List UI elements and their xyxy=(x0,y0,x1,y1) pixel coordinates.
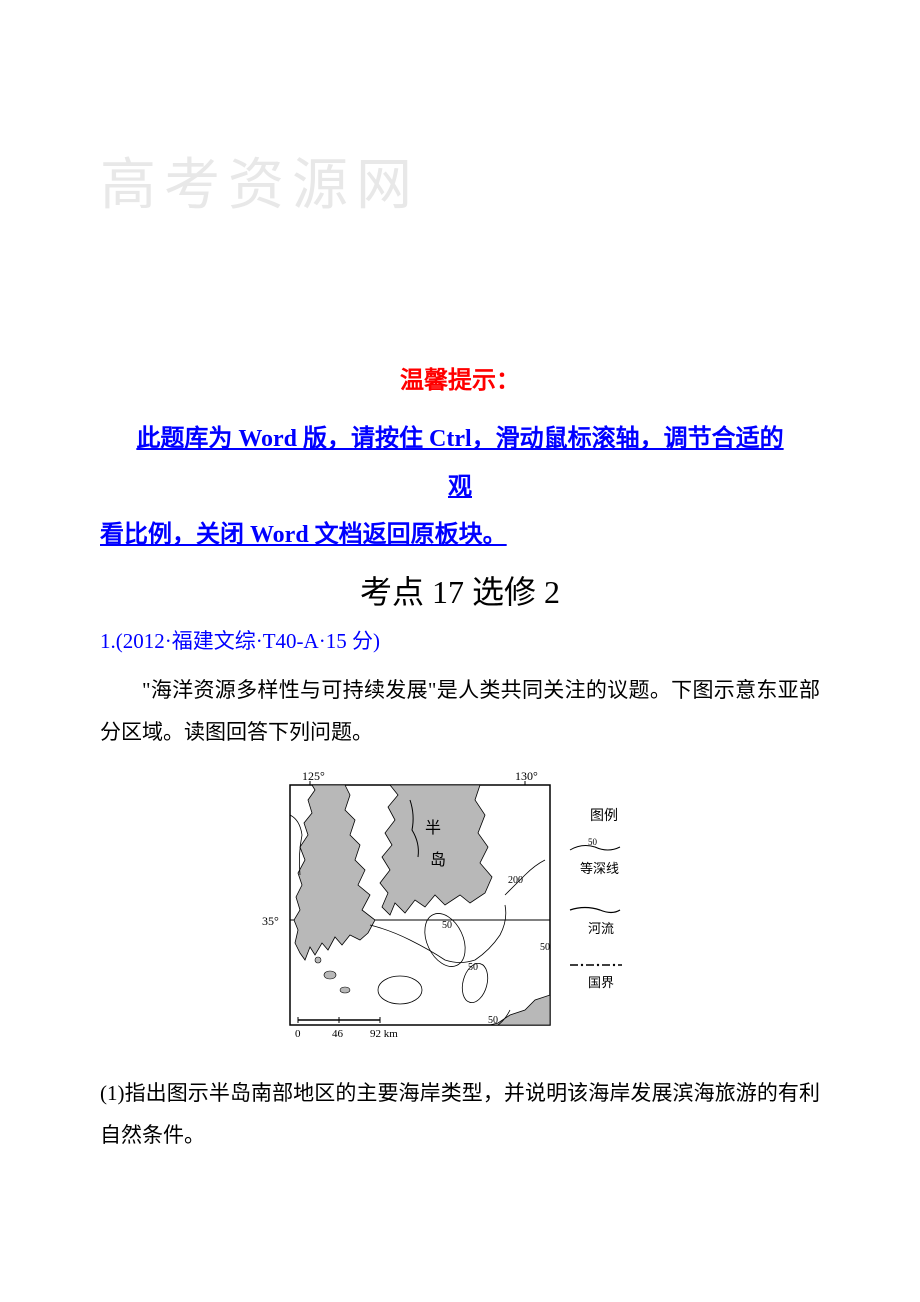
legend-depth-label: 等深线 xyxy=(580,861,619,876)
island-2 xyxy=(340,987,350,993)
document-content: 温馨提示： 此题库为 Word 版，请按住 Ctrl，滑动鼠标滚轴，调节合适的观… xyxy=(100,360,820,1156)
legend-title: 图例 xyxy=(590,808,618,824)
map-svg: 125° 130° 35° xyxy=(250,765,670,1055)
depth-50-a: 50 xyxy=(442,920,452,931)
depth-50-b: 50 xyxy=(468,962,478,973)
peninsula-label-1: 半 xyxy=(425,819,441,837)
question-header: 1.(2012·福建文综·T40-A·15 分) xyxy=(100,625,820,655)
island-1 xyxy=(324,971,336,979)
question-body: "海洋资源多样性与可持续发展"是人类共同关注的议题。下图示意东亚部分区域。读图回… xyxy=(100,669,820,753)
legend-border-label: 国界 xyxy=(588,975,614,990)
tip-line-2: 看比例，关闭 Word 文档返回原板块。 xyxy=(100,511,820,559)
section-title: 考点 17 选修 2 xyxy=(100,567,820,613)
lon-left-label: 125° xyxy=(302,769,325,783)
lon-right-label: 130° xyxy=(515,769,538,783)
legend-river-label: 河流 xyxy=(588,921,614,936)
scale-92: 92 km xyxy=(370,1028,398,1040)
depth-50-d: 50 xyxy=(540,942,550,953)
legend-depth-sample: 50 xyxy=(588,837,598,847)
tip-line-1: 此题库为 Word 版，请按住 Ctrl，滑动鼠标滚轴，调节合适的观 xyxy=(100,415,820,511)
peninsula-label-2: 岛 xyxy=(430,851,446,869)
depth-200: 200 xyxy=(508,875,523,886)
scale-0: 0 xyxy=(295,1028,301,1040)
legend-river-symbol xyxy=(570,908,620,913)
legend-border-symbol xyxy=(570,964,622,966)
map-figure: 125° 130° 35° xyxy=(100,765,820,1060)
scale-46: 46 xyxy=(332,1028,344,1040)
sub-question-1: (1)指出图示半岛南部地区的主要海岸类型，并说明该海岸发展滨海旅游的有利自然条件… xyxy=(100,1072,820,1156)
watermark-text: 高考资源网 xyxy=(100,140,420,221)
depth-50-c: 50 xyxy=(488,1015,498,1026)
lat-label: 35° xyxy=(262,914,279,928)
tip-title: 温馨提示： xyxy=(100,360,820,395)
island-3 xyxy=(315,957,321,963)
